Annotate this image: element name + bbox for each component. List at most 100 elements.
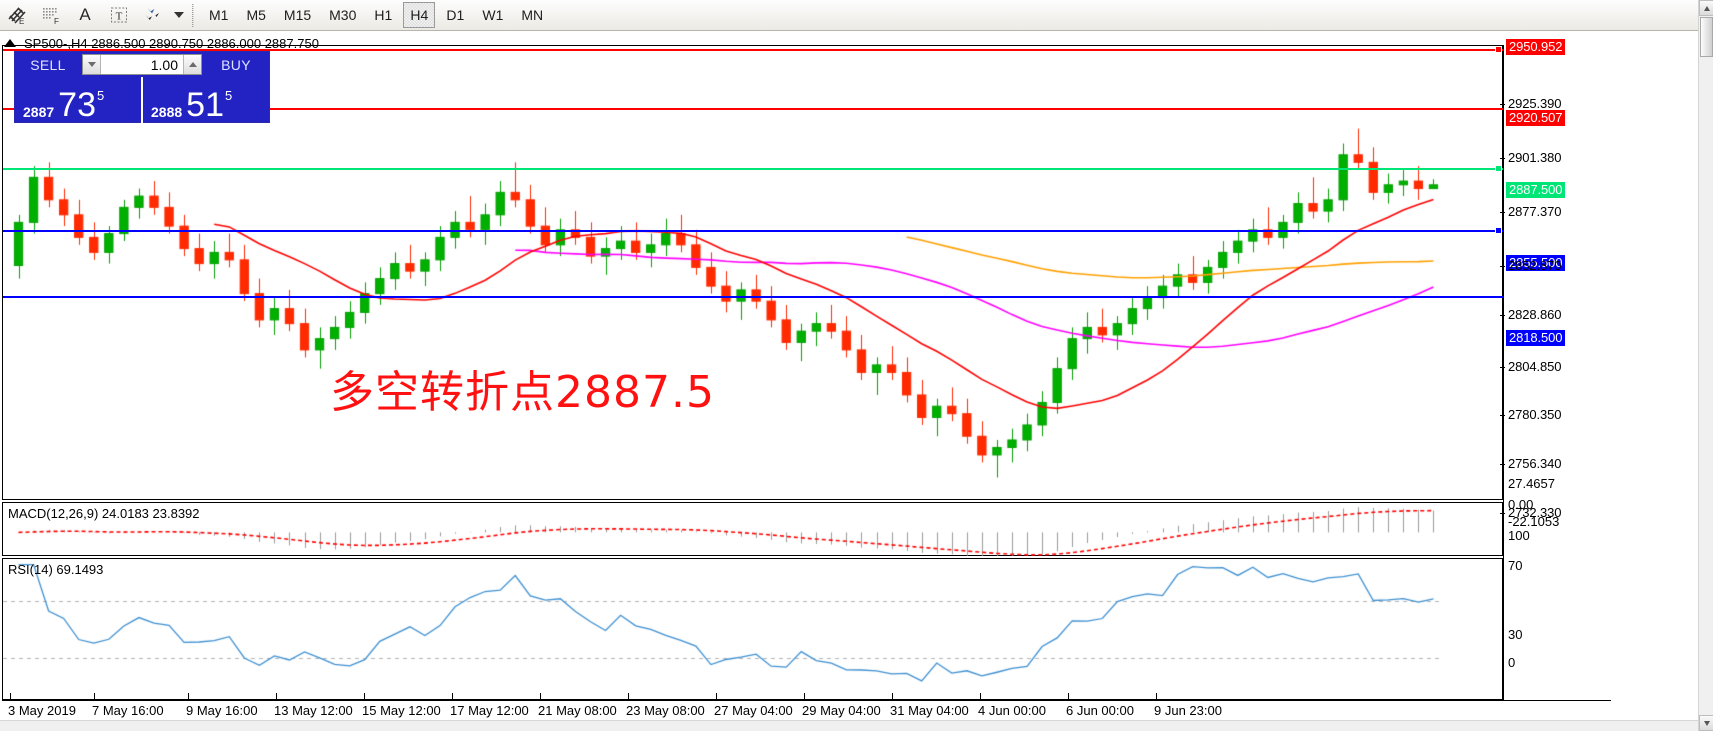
objects-list-icon[interactable] xyxy=(136,1,170,30)
macd-scale-label-274657: 27.4657 xyxy=(1508,476,1555,491)
timeframe-button-m5[interactable]: M5 xyxy=(246,7,266,23)
price-label-2818-500[interactable]: 2818.500 xyxy=(1506,330,1566,346)
price-label-2804-850: 2804.850 xyxy=(1508,359,1562,374)
scroll-up-arrow-icon[interactable] xyxy=(1699,0,1713,16)
time-label: 6 Jun 00:00 xyxy=(1066,703,1134,718)
time-axis-tick xyxy=(188,693,189,700)
buy-price-fraction: 5 xyxy=(224,88,233,103)
time-axis-tick xyxy=(628,693,629,700)
level-line-handle-resistance-2950[interactable] xyxy=(1495,46,1502,53)
sell-price-fraction: 5 xyxy=(96,88,105,103)
price-label-2780-350: 2780.350 xyxy=(1508,407,1562,422)
price-label-2732-330: 2732.330 xyxy=(1508,505,1562,520)
time-axis-tick xyxy=(716,693,717,700)
timeframe-button-m1[interactable]: M1 xyxy=(209,7,229,23)
rsi-scale-label-30: 30 xyxy=(1508,627,1523,642)
level-line-handle-support-2855[interactable] xyxy=(1495,227,1502,234)
volume-input[interactable]: 1.00 xyxy=(150,56,178,73)
level-line-resistance-2950[interactable] xyxy=(3,49,1503,51)
timeframe-button-d1[interactable]: D1 xyxy=(446,7,465,23)
time-label: 21 May 08:00 xyxy=(538,703,617,718)
price-label-2950-952[interactable]: 2950.952 xyxy=(1506,39,1566,55)
buy-price-big: 51 xyxy=(186,86,224,124)
rsi-indicator-label[interactable]: RSI(14) 69.1493 xyxy=(8,562,104,577)
timeframe-button-group: M1 M5 M15 M30 H1 H4 D1 W1 MN xyxy=(200,2,552,28)
horizontal-scrollbar[interactable] xyxy=(0,720,1698,731)
time-axis-tick xyxy=(892,693,893,700)
time-label: 23 May 08:00 xyxy=(626,703,705,718)
time-label: 27 May 04:00 xyxy=(714,703,793,718)
price-axis-tick xyxy=(1500,266,1505,267)
vertical-scrollbar[interactable] xyxy=(1698,0,1713,731)
timeframe-button-mn[interactable]: MN xyxy=(521,7,544,23)
price-label-2920-507[interactable]: 2920.507 xyxy=(1506,110,1566,126)
chart-area[interactable]: SP500-,H4 2886.500 2890.750 2886.000 288… xyxy=(0,31,1713,731)
time-label: 7 May 16:00 xyxy=(92,703,164,718)
level-line-support-2855[interactable] xyxy=(3,230,1503,232)
buy-price-quote[interactable]: 2888 51 5 xyxy=(141,77,269,123)
price-axis-tick xyxy=(1500,104,1505,105)
price-label-2855-500[interactable]: 2855.500 xyxy=(1506,255,1566,271)
expert-advisor-icon[interactable]: E xyxy=(0,1,34,30)
time-label: 9 Jun 23:00 xyxy=(1154,703,1222,718)
time-axis-tick xyxy=(10,693,11,700)
time-axis-tick xyxy=(1156,693,1157,700)
time-axis-line xyxy=(2,700,1611,701)
time-axis-tick xyxy=(804,693,805,700)
objects-dropdown-caret-icon[interactable] xyxy=(170,1,188,30)
level-line-pivot-2887[interactable] xyxy=(3,168,1503,170)
sell-button[interactable]: SELL xyxy=(30,56,66,73)
time-axis-tick xyxy=(452,693,453,700)
timeframe-button-h1[interactable]: H1 xyxy=(374,7,393,23)
rsi-scale-label-100: 100 xyxy=(1508,528,1530,543)
scroll-down-arrow-icon[interactable] xyxy=(1699,715,1713,731)
chart-annotation-text[interactable]: 多空转折点2887.5 xyxy=(330,367,715,418)
text-label-tool-icon[interactable]: T xyxy=(102,1,136,30)
price-label-2925-390: 2925.390 xyxy=(1508,96,1562,111)
macd-indicator-label[interactable]: MACD(12,26,9) 24.0183 23.8392 xyxy=(8,506,200,521)
vertical-scroll-thumb[interactable] xyxy=(1700,17,1713,57)
price-label-2852-870: 2852.870 xyxy=(1508,258,1562,273)
volume-decrease-button[interactable] xyxy=(83,55,101,74)
text-tool-icon[interactable]: A xyxy=(79,5,91,24)
sell-price-quote[interactable]: 2887 73 5 xyxy=(15,77,141,123)
price-axis-tick xyxy=(1500,513,1505,514)
buy-price-prefix: 2888 xyxy=(151,104,183,120)
price-axis-tick xyxy=(1500,315,1505,316)
time-label: 13 May 12:00 xyxy=(274,703,353,718)
timeframe-button-m15[interactable]: M15 xyxy=(283,7,312,23)
price-axis-tick xyxy=(1500,212,1505,213)
one-click-trading-panel[interactable]: SELL 1.00 BUY 2887 73 5 2888 51 5 xyxy=(14,51,270,123)
timeframe-button-m30[interactable]: M30 xyxy=(329,7,357,23)
time-label: 9 May 16:00 xyxy=(186,703,258,718)
volume-stepper[interactable]: 1.00 xyxy=(82,54,202,75)
rsi-scale-label-70: 70 xyxy=(1508,558,1523,573)
time-axis-tick xyxy=(364,693,365,700)
sell-price-big: 73 xyxy=(58,86,96,124)
time-label: 3 May 2019 xyxy=(8,703,76,718)
time-axis-tick xyxy=(540,693,541,700)
buy-button[interactable]: BUY xyxy=(221,56,251,73)
level-line-handle-pivot-2887[interactable] xyxy=(1495,165,1502,172)
price-label-2877-370: 2877.370 xyxy=(1508,204,1562,219)
time-label: 4 Jun 00:00 xyxy=(978,703,1046,718)
svg-text:E: E xyxy=(19,17,24,26)
price-axis-tick xyxy=(1500,367,1505,368)
rsi-canvas xyxy=(3,559,1503,700)
volume-increase-button[interactable] xyxy=(183,55,201,74)
level-line-support-2818[interactable] xyxy=(3,296,1503,298)
time-label: 29 May 04:00 xyxy=(802,703,881,718)
macd-scale-label-000: 0.00 xyxy=(1508,497,1534,512)
price-label-2887-500[interactable]: 2887.500 xyxy=(1506,182,1566,198)
time-label: 31 May 04:00 xyxy=(890,703,969,718)
grid-icon[interactable]: F xyxy=(34,1,68,30)
timeframe-button-h4[interactable]: H4 xyxy=(403,2,436,28)
macd-scale-label-221053: -22.1053 xyxy=(1508,514,1560,529)
svg-text:F: F xyxy=(54,17,59,26)
svg-text:T: T xyxy=(116,11,123,23)
timeframe-button-w1[interactable]: W1 xyxy=(482,7,504,23)
price-axis-line xyxy=(1503,45,1504,700)
level-line-resistance-2920[interactable] xyxy=(3,108,1503,110)
chevron-down-icon xyxy=(87,62,96,67)
